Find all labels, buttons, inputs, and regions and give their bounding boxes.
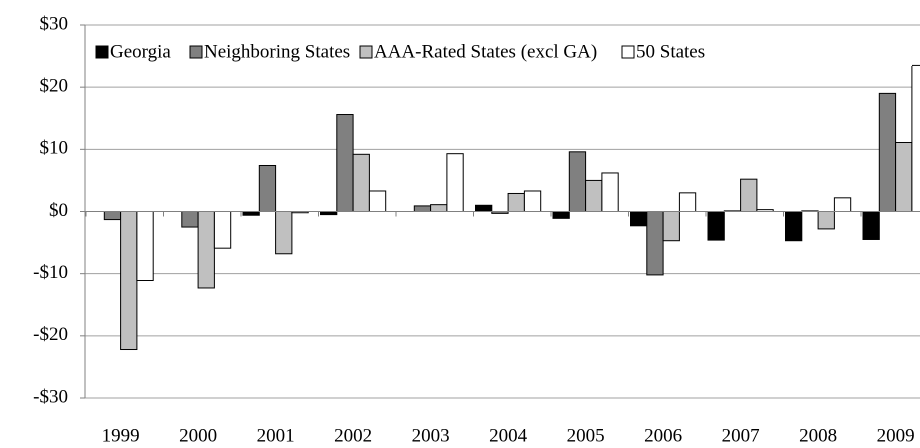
- x-tick-label: 2008: [799, 425, 837, 446]
- bar: [911, 64, 920, 212]
- bar: [368, 190, 387, 212]
- legend-label: AAA-Rated States (excl GA): [374, 41, 597, 62]
- bar: [878, 92, 897, 212]
- bar: [181, 211, 199, 228]
- bar: [678, 192, 697, 213]
- bar: [707, 211, 725, 241]
- bar: [862, 211, 880, 240]
- x-tick-label: 1999: [102, 425, 140, 446]
- bar: [601, 172, 619, 212]
- y-tick-label: $20: [40, 76, 69, 97]
- legend-marker: [189, 45, 203, 59]
- bar: [662, 211, 680, 242]
- bar: [413, 205, 432, 212]
- bar: [242, 211, 260, 216]
- x-tick-label: 2002: [334, 425, 372, 446]
- bar: [475, 204, 493, 213]
- y-tick-label: -$20: [33, 324, 68, 345]
- x-tick-label: 2003: [412, 425, 450, 446]
- legend-marker: [95, 45, 109, 59]
- bar: [336, 114, 354, 212]
- legend-label: Neighboring States: [204, 41, 350, 62]
- x-tick-label: 2007: [722, 425, 760, 446]
- x-tick-label: 2005: [567, 425, 605, 446]
- legend-label: Georgia: [110, 41, 171, 62]
- x-tick-label: 2001: [257, 425, 295, 446]
- legend-marker: [621, 45, 635, 59]
- bar: [523, 190, 542, 212]
- bar: [446, 153, 464, 212]
- x-tick-label: 2006: [644, 425, 682, 446]
- bar: [568, 151, 587, 213]
- bar: [740, 178, 758, 213]
- bar: [646, 211, 664, 276]
- bar: [275, 211, 293, 255]
- legend-box: [92, 40, 912, 66]
- bar: [352, 153, 370, 213]
- bar: [103, 211, 122, 221]
- bar: [817, 211, 835, 230]
- x-tick-label: 2000: [179, 425, 217, 446]
- legend-marker: [359, 45, 373, 59]
- legend-label: 50 States: [636, 41, 705, 62]
- bar: [785, 211, 803, 242]
- bar: [136, 211, 154, 282]
- bar: [630, 211, 648, 227]
- bar: [197, 211, 215, 289]
- x-tick-label: 2009: [877, 425, 915, 446]
- bar: [120, 211, 138, 351]
- bar: [258, 164, 277, 213]
- bar: [833, 197, 852, 212]
- y-tick-label: -$10: [33, 262, 68, 283]
- bar: [213, 211, 232, 249]
- y-tick-label: -$30: [33, 386, 68, 407]
- bar: [552, 211, 570, 219]
- bar: [895, 141, 913, 212]
- y-tick-label: $10: [40, 138, 69, 159]
- bar: [507, 192, 525, 212]
- y-tick-label: $30: [40, 13, 69, 34]
- y-tick-label: $0: [49, 200, 68, 221]
- bar: [430, 204, 448, 212]
- bar: [585, 179, 603, 213]
- x-tick-label: 2004: [489, 425, 528, 446]
